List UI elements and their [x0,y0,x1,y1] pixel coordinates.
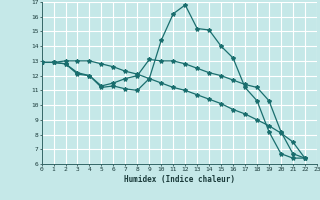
X-axis label: Humidex (Indice chaleur): Humidex (Indice chaleur) [124,175,235,184]
